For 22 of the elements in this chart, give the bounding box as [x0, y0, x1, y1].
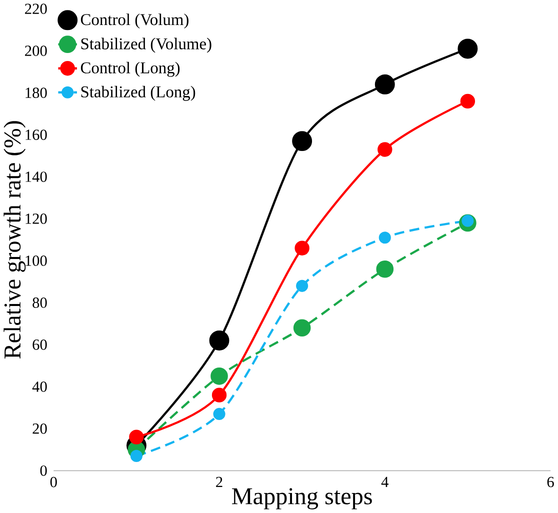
legend-label: Control (Volum) [80, 14, 188, 29]
x-tick-label: 0 [50, 476, 57, 488]
y-tick-label: 120 [26, 214, 47, 224]
y-tick-label: 220 [25, 4, 47, 14]
y-tick-label: 180 [26, 88, 47, 98]
y-tick-label: 160 [26, 130, 47, 140]
y-axis-title: Relative growth rate (%) [4, 121, 26, 359]
y-tick-label: 80 [32, 298, 47, 308]
x-axis-title: Mapping steps [232, 488, 372, 510]
y-tick-label: 140 [26, 172, 47, 182]
y-tick-label: 100 [26, 256, 47, 266]
y-tick-label: 40 [32, 381, 47, 392]
y-tick-label: 60 [32, 340, 47, 350]
y-tick-label: 200 [25, 46, 47, 56]
legend-label: Stabilized (Long) [81, 86, 196, 101]
y-tick-label: 0 [40, 465, 47, 476]
x-tick-label: 6 [547, 476, 554, 488]
legend-label: Stabilized (Volume) [81, 38, 212, 53]
x-tick-label: 4 [381, 476, 388, 487]
legend-label: Control (Long) [80, 62, 180, 77]
y-tick-label: 20 [32, 423, 47, 434]
x-tick-label: 2 [216, 476, 222, 488]
